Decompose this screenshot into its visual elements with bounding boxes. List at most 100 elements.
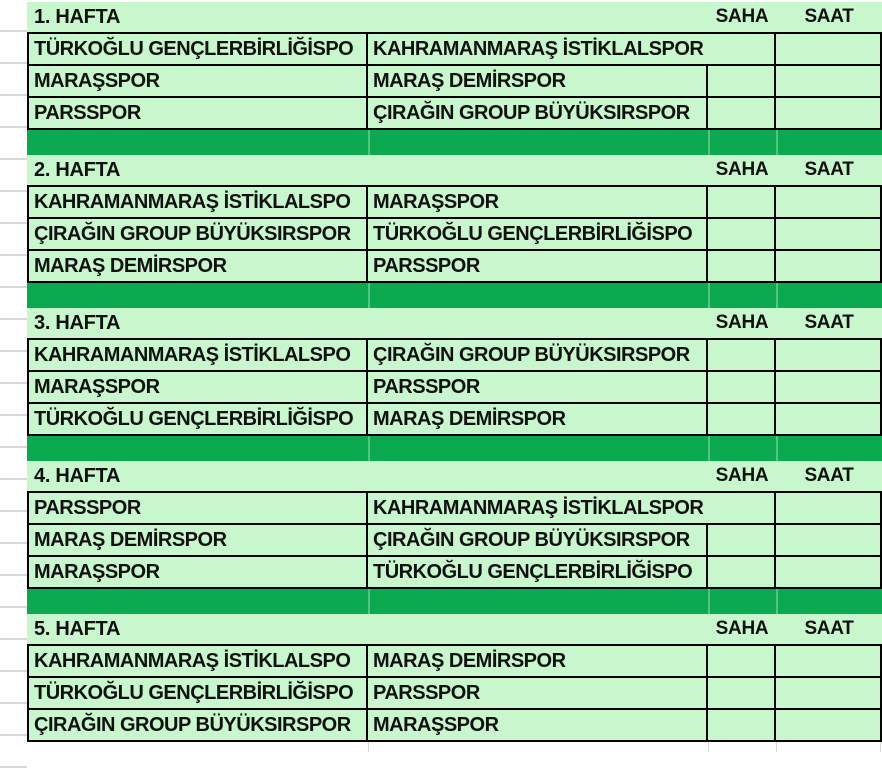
match-row: TÜRKOĞLU GENÇLERBİRLİĞİSPO KAHRAMANMARAŞ …: [29, 34, 880, 66]
saha-cell[interactable]: [708, 219, 776, 249]
row-gutter: [0, 0, 27, 777]
week-header[interactable]: 1. HAFTA SAHA SAAT: [27, 2, 882, 32]
saat-column-header[interactable]: SAAT: [804, 618, 854, 639]
saat-cell[interactable]: [776, 678, 880, 708]
sheet-gridline: [776, 742, 777, 752]
home-team-cell[interactable]: PARSSPOR: [29, 98, 368, 128]
saat-cell[interactable]: [776, 219, 880, 249]
home-team-cell[interactable]: TÜRKOĞLU GENÇLERBİRLİĞİSPO: [29, 678, 368, 708]
saha-cell[interactable]: [708, 66, 776, 96]
saat-cell[interactable]: [776, 710, 880, 740]
away-team-cell[interactable]: ÇIRAĞIN GROUP BÜYÜKSIRSPOR: [368, 340, 708, 370]
saha-cell[interactable]: [708, 251, 776, 281]
separator-gridline: [708, 436, 710, 461]
week-separator: [27, 283, 882, 308]
away-team-cell[interactable]: PARSSPOR: [368, 251, 708, 281]
saha-cell[interactable]: [708, 557, 776, 587]
home-team-cell[interactable]: MARAŞ DEMİRSPOR: [29, 251, 368, 281]
home-team-cell[interactable]: ÇIRAĞIN GROUP BÜYÜKSIRSPOR: [29, 219, 368, 249]
saat-column-header[interactable]: SAAT: [804, 465, 854, 486]
away-team-cell[interactable]: KAHRAMANMARAŞ İSTİKLALSPOR: [368, 34, 776, 64]
saha-cell[interactable]: [708, 98, 776, 128]
match-grid: KAHRAMANMARAŞ İSTİKLALSPO MARAŞ DEMİRSPOR…: [27, 644, 882, 742]
saha-cell[interactable]: [708, 646, 776, 676]
away-team-cell[interactable]: MARAŞSPOR: [368, 187, 708, 217]
away-team-cell[interactable]: PARSSPOR: [368, 678, 708, 708]
saha-column-header[interactable]: SAHA: [715, 159, 769, 180]
home-team-cell[interactable]: MARAŞSPOR: [29, 557, 368, 587]
home-team-cell[interactable]: PARSSPOR: [29, 493, 368, 523]
away-team-cell[interactable]: ÇIRAĞIN GROUP BÜYÜKSIRSPOR: [368, 98, 708, 128]
week-header[interactable]: 2. HAFTA SAHA SAAT: [27, 155, 882, 185]
schedule-sheet: 1. HAFTA SAHA SAAT TÜRKOĞLU GENÇLERBİRLİĞİS…: [27, 2, 882, 752]
saat-cell[interactable]: [776, 251, 880, 281]
home-team-cell[interactable]: MARAŞSPOR: [29, 372, 368, 402]
away-team-cell[interactable]: KAHRAMANMARAŞ İSTİKLALSPOR: [368, 493, 776, 523]
home-team-cell[interactable]: KAHRAMANMARAŞ İSTİKLALSPO: [29, 340, 368, 370]
away-team-cell[interactable]: TÜRKOĞLU GENÇLERBİRLİĞİSPO: [368, 219, 708, 249]
saha-column-header[interactable]: SAHA: [715, 6, 769, 27]
away-team-cell[interactable]: ÇIRAĞIN GROUP BÜYÜKSIRSPOR: [368, 525, 708, 555]
separator-gridline: [368, 283, 370, 308]
home-team-cell[interactable]: ÇIRAĞIN GROUP BÜYÜKSIRSPOR: [29, 710, 368, 740]
week-block: 3. HAFTA SAHA SAAT KAHRAMANMARAŞ İSTİKLALSP…: [27, 308, 882, 461]
separator-gridline: [708, 589, 710, 614]
separator-gridline: [708, 130, 710, 155]
saha-cell[interactable]: [708, 187, 776, 217]
saat-cell[interactable]: [776, 525, 880, 555]
saat-cell[interactable]: [776, 646, 880, 676]
home-team-cell[interactable]: KAHRAMANMARAŞ İSTİKLALSPO: [29, 646, 368, 676]
saha-cell[interactable]: [708, 525, 776, 555]
saat-cell[interactable]: [776, 187, 880, 217]
away-team-cell[interactable]: TÜRKOĞLU GENÇLERBİRLİĞİSPO: [368, 557, 708, 587]
saat-cell[interactable]: [776, 340, 880, 370]
week-separator: [27, 589, 882, 614]
week-block: 1. HAFTA SAHA SAAT TÜRKOĞLU GENÇLERBİRLİĞİS…: [27, 2, 882, 155]
saat-cell[interactable]: [776, 34, 880, 64]
saat-column-header[interactable]: SAAT: [804, 6, 854, 27]
separator-gridline: [368, 130, 370, 155]
home-team-cell[interactable]: MARAŞSPOR: [29, 66, 368, 96]
saat-column-header[interactable]: SAAT: [804, 312, 854, 333]
sheet-gridline: [880, 742, 881, 752]
saat-column-header[interactable]: SAAT: [804, 159, 854, 180]
saha-cell[interactable]: [708, 404, 776, 434]
week-header[interactable]: 3. HAFTA SAHA SAAT: [27, 308, 882, 338]
week-header[interactable]: 5. HAFTA SAHA SAAT: [27, 614, 882, 644]
week-label: 3. HAFTA: [34, 311, 121, 334]
saha-cell[interactable]: [708, 710, 776, 740]
away-team-cell[interactable]: MARAŞ DEMİRSPOR: [368, 646, 708, 676]
saat-cell[interactable]: [776, 557, 880, 587]
match-grid: TÜRKOĞLU GENÇLERBİRLİĞİSPO KAHRAMANMARAŞ …: [27, 32, 882, 130]
match-row: KAHRAMANMARAŞ İSTİKLALSPO MARAŞ DEMİRSPOR: [29, 646, 880, 678]
away-team-cell[interactable]: MARAŞSPOR: [368, 710, 708, 740]
away-team-cell[interactable]: PARSSPOR: [368, 372, 708, 402]
saha-column-header[interactable]: SAHA: [715, 618, 769, 639]
match-row: MARAŞ DEMİRSPOR PARSSPOR: [29, 251, 880, 283]
match-row: PARSSPOR ÇIRAĞIN GROUP BÜYÜKSIRSPOR: [29, 98, 880, 130]
home-team-cell[interactable]: KAHRAMANMARAŞ İSTİKLALSPO: [29, 187, 368, 217]
match-row: KAHRAMANMARAŞ İSTİKLALSPO ÇIRAĞIN GROUP B…: [29, 340, 880, 372]
saha-cell[interactable]: [708, 372, 776, 402]
saat-cell[interactable]: [776, 404, 880, 434]
week-separator: [27, 130, 882, 155]
saha-cell[interactable]: [708, 678, 776, 708]
match-grid: KAHRAMANMARAŞ İSTİKLALSPO MARAŞSPOR ÇIRAĞI…: [27, 185, 882, 283]
saha-cell[interactable]: [708, 340, 776, 370]
week-block: 5. HAFTA SAHA SAAT KAHRAMANMARAŞ İSTİKLALSP…: [27, 614, 882, 742]
home-team-cell[interactable]: TÜRKOĞLU GENÇLERBİRLİĞİSPO: [29, 34, 368, 64]
saat-cell[interactable]: [776, 372, 880, 402]
home-team-cell[interactable]: MARAŞ DEMİRSPOR: [29, 525, 368, 555]
saha-column-header[interactable]: SAHA: [715, 312, 769, 333]
saat-cell[interactable]: [776, 98, 880, 128]
saat-cell[interactable]: [776, 493, 880, 523]
home-team-cell[interactable]: TÜRKOĞLU GENÇLERBİRLİĞİSPO: [29, 404, 368, 434]
week-header[interactable]: 4. HAFTA SAHA SAAT: [27, 461, 882, 491]
away-team-cell[interactable]: MARAŞ DEMİRSPOR: [368, 66, 708, 96]
saat-cell[interactable]: [776, 66, 880, 96]
match-row: PARSSPOR KAHRAMANMARAŞ İSTİKLALSPOR: [29, 493, 880, 525]
separator-gridline: [776, 283, 778, 308]
away-team-cell[interactable]: MARAŞ DEMİRSPOR: [368, 404, 708, 434]
saha-column-header[interactable]: SAHA: [715, 465, 769, 486]
